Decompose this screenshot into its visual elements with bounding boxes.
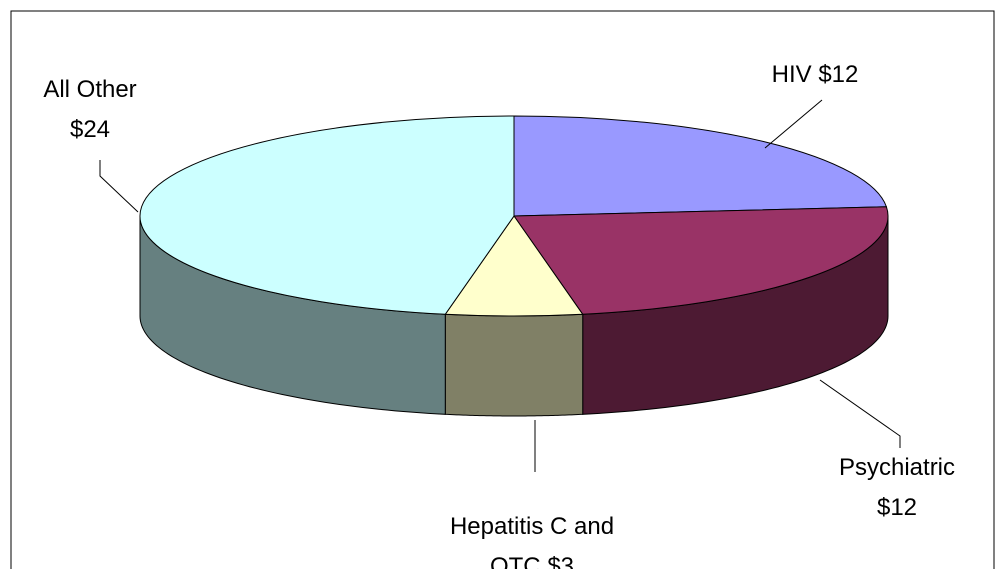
leader-line bbox=[99, 160, 139, 213]
pie bbox=[139, 115, 889, 417]
leader-line bbox=[819, 379, 901, 448]
data-label: Hepatitis C and OTC $3 bbox=[432, 507, 632, 569]
value-label: $3 bbox=[547, 553, 575, 569]
pie-slice bbox=[444, 215, 584, 417]
slice-top bbox=[444, 215, 584, 317]
data-label: All Other $24 bbox=[20, 70, 160, 150]
value-label: $12 bbox=[818, 61, 859, 88]
slice-top bbox=[513, 206, 889, 315]
pie-slice bbox=[513, 206, 889, 415]
slice-side bbox=[444, 313, 584, 417]
slice-top bbox=[139, 115, 515, 315]
value-label: $24 bbox=[69, 116, 111, 143]
category-label: HIV bbox=[771, 61, 812, 88]
category-label: All Other bbox=[43, 76, 137, 103]
slice-top bbox=[513, 115, 888, 217]
pie-slice bbox=[139, 115, 515, 415]
data-label: HIV $12 bbox=[740, 55, 890, 95]
category-label: Psychiatric bbox=[838, 454, 956, 481]
category-label: Hepatitis C and OTC bbox=[449, 513, 615, 569]
leader-line bbox=[764, 99, 823, 149]
data-label: Psychiatric $12 bbox=[822, 448, 972, 528]
pie-slice bbox=[513, 115, 888, 217]
value-label: $12 bbox=[876, 494, 918, 521]
